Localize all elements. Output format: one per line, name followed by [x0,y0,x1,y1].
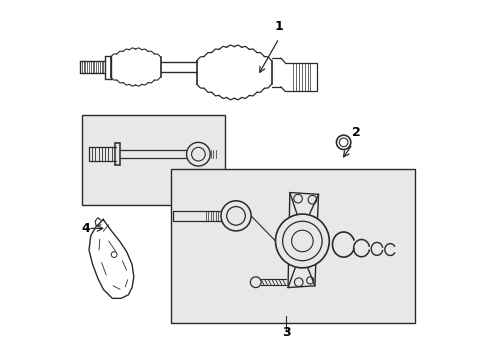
Text: 3: 3 [282,326,291,339]
Circle shape [187,142,210,166]
Text: 2: 2 [352,126,361,139]
Circle shape [250,277,261,288]
Bar [82,116,225,205]
Text: 1: 1 [275,20,283,33]
Bar [172,169,416,323]
Circle shape [221,201,251,231]
Text: 4: 4 [81,222,90,235]
Circle shape [275,214,329,268]
